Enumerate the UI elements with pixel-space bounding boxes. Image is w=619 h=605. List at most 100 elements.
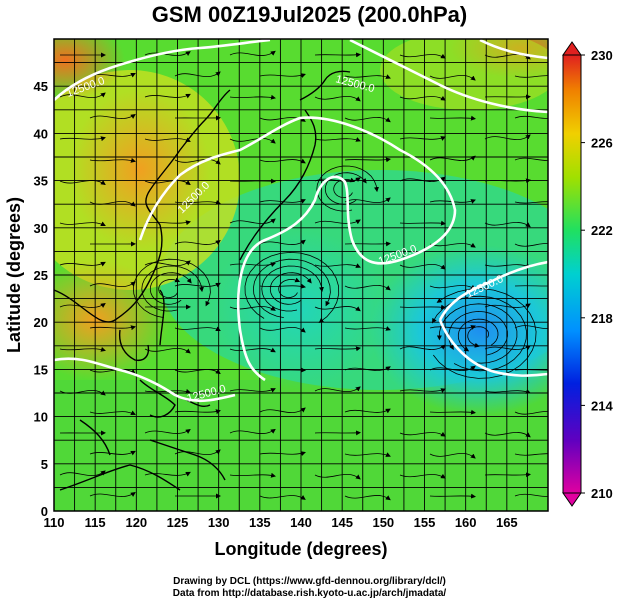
streamline bbox=[314, 177, 361, 183]
streamline bbox=[229, 428, 276, 434]
streamline bbox=[259, 283, 306, 289]
streamline bbox=[429, 453, 476, 459]
streamline bbox=[314, 474, 361, 480]
streamline bbox=[344, 285, 391, 291]
streamline bbox=[59, 136, 106, 142]
x-tick-label: 135 bbox=[249, 515, 271, 530]
streamline bbox=[514, 493, 548, 497]
streamline bbox=[229, 50, 276, 56]
streamline bbox=[314, 306, 361, 312]
streamline bbox=[59, 346, 106, 352]
streamline bbox=[429, 115, 476, 121]
streamline bbox=[314, 52, 361, 58]
y-tick-labels: 0 5 10 15 20 25 30 35 40 45 bbox=[34, 79, 48, 519]
streamline bbox=[174, 71, 221, 77]
colorbar-top-arrow bbox=[562, 41, 582, 56]
streamline bbox=[174, 282, 221, 288]
streamline bbox=[344, 495, 391, 501]
streamline bbox=[144, 93, 191, 99]
streamline bbox=[399, 344, 446, 350]
streamline bbox=[429, 409, 476, 415]
credits-line-1: Drawing by DCL (https://www.gfd-dennou.o… bbox=[173, 576, 446, 587]
streamline bbox=[514, 201, 548, 204]
streamline bbox=[436, 303, 518, 364]
x-tick-label: 150 bbox=[372, 515, 394, 530]
y-tick-label: 5 bbox=[41, 457, 48, 472]
streamline bbox=[399, 53, 446, 59]
streamline bbox=[484, 54, 531, 60]
streamline bbox=[229, 138, 276, 144]
streamline bbox=[229, 218, 276, 224]
colorbar-tick-label: 210 bbox=[591, 486, 613, 501]
streamline bbox=[344, 241, 391, 247]
streamline bbox=[484, 432, 531, 438]
colorbar-tick-label: 218 bbox=[591, 311, 613, 326]
streamline bbox=[429, 325, 476, 330]
streamline bbox=[314, 346, 361, 352]
y-tick-label: 35 bbox=[34, 174, 48, 189]
temperature-field bbox=[54, 39, 548, 511]
x-tick-label: 165 bbox=[496, 515, 518, 530]
streamline bbox=[448, 310, 508, 356]
streamline bbox=[89, 410, 136, 415]
colorbar-tick-label: 230 bbox=[591, 48, 613, 63]
colorbar-bottom-arrow bbox=[562, 492, 582, 507]
streamline bbox=[399, 95, 446, 101]
streamline bbox=[144, 260, 191, 266]
streamline bbox=[244, 251, 340, 324]
x-tick-label: 155 bbox=[414, 515, 436, 530]
chart-title: GSM 00Z19Jul2025 (200.0hPa) bbox=[151, 2, 468, 27]
streamline bbox=[158, 277, 181, 299]
streamline bbox=[59, 221, 106, 226]
streamline bbox=[144, 348, 191, 354]
plot-frame bbox=[53, 38, 549, 512]
streamline bbox=[259, 158, 306, 164]
streamline bbox=[429, 493, 476, 499]
streamline bbox=[141, 265, 204, 312]
grid bbox=[53, 38, 549, 512]
y-tick-label: 15 bbox=[34, 362, 48, 377]
streamline bbox=[484, 94, 531, 100]
streamline bbox=[259, 495, 306, 500]
streamline bbox=[229, 94, 276, 100]
streamline bbox=[314, 219, 361, 225]
streamline bbox=[89, 113, 136, 119]
x-tick-labels: 110 115 120 125 130 135 140 145 150 155 160 165 bbox=[44, 515, 518, 530]
streamline bbox=[484, 389, 531, 394]
colorbar-fill bbox=[562, 54, 582, 494]
streamline bbox=[514, 285, 548, 287]
streamline bbox=[344, 408, 391, 414]
streamline bbox=[59, 261, 106, 267]
credits-line-2: Data from http://database.rish.kyoto-u.a… bbox=[172, 588, 447, 599]
x-axis-title: Longitude (degrees) bbox=[214, 539, 387, 559]
colorbar-tick-label: 226 bbox=[591, 136, 613, 151]
streamline bbox=[229, 388, 276, 393]
streamline bbox=[144, 51, 191, 56]
streamline bbox=[429, 365, 476, 371]
streamline bbox=[314, 96, 361, 102]
coastlines bbox=[54, 70, 351, 491]
streamline bbox=[344, 326, 391, 331]
streamline bbox=[59, 92, 106, 98]
streamline bbox=[259, 407, 306, 413]
colorbar: 230 226 222 218 214 210 bbox=[562, 41, 613, 507]
streamline bbox=[429, 75, 476, 81]
colorbar-ticks: 230 226 222 218 214 210 bbox=[581, 48, 613, 501]
streamline bbox=[457, 318, 499, 352]
streamline bbox=[344, 74, 391, 79]
streamline bbox=[89, 157, 136, 163]
streamline bbox=[399, 431, 446, 437]
y-tick-label: 10 bbox=[34, 410, 48, 425]
streamline bbox=[89, 450, 136, 456]
x-tick-label: 115 bbox=[85, 515, 106, 530]
streamlines bbox=[59, 50, 548, 501]
streamline bbox=[514, 243, 548, 247]
streamline bbox=[174, 240, 221, 245]
streamline bbox=[144, 471, 191, 477]
streamline bbox=[174, 159, 221, 165]
x-tick-label: 140 bbox=[290, 515, 312, 530]
streamline bbox=[59, 470, 106, 476]
streamline bbox=[399, 136, 446, 141]
streamline bbox=[399, 304, 446, 310]
